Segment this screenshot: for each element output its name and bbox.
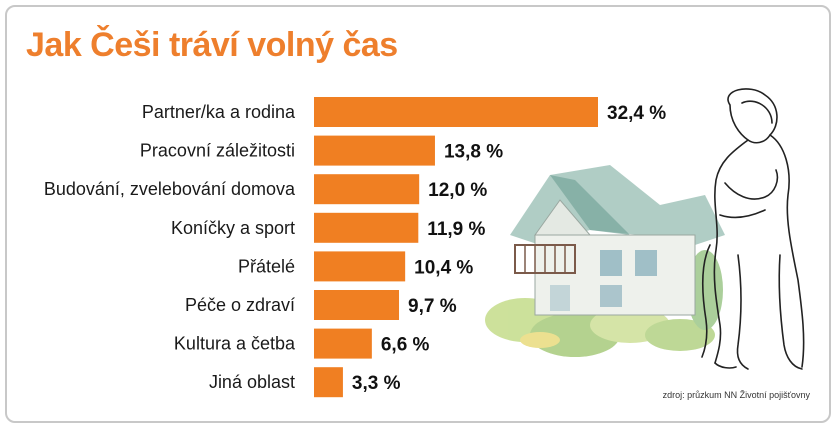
category-label: Partner/ka a rodina bbox=[142, 102, 296, 122]
house-couple-illustration bbox=[485, 88, 805, 370]
category-label: Přátelé bbox=[238, 256, 295, 276]
source-note: zdroj: průzkum NN Životní pojišťovny bbox=[662, 390, 810, 400]
value-label: 11,9 % bbox=[427, 219, 485, 240]
category-label: Budování, zvelebování domova bbox=[44, 179, 296, 199]
value-label: 32,4 % bbox=[607, 103, 666, 124]
bar bbox=[314, 174, 420, 205]
value-label: 3,3 % bbox=[352, 373, 401, 394]
value-label: 9,7 % bbox=[408, 296, 457, 317]
bar bbox=[314, 251, 406, 282]
bar bbox=[314, 212, 419, 243]
bar bbox=[314, 328, 372, 359]
value-label: 12,0 % bbox=[428, 180, 487, 201]
bar bbox=[314, 135, 435, 166]
category-label: Péče o zdraví bbox=[185, 295, 295, 315]
bar bbox=[314, 367, 343, 398]
bar bbox=[314, 290, 400, 320]
category-label: Pracovní záležitosti bbox=[140, 141, 295, 161]
category-label: Koníčky a sport bbox=[171, 218, 295, 238]
category-label: Jiná oblast bbox=[209, 372, 295, 392]
bar bbox=[314, 97, 598, 127]
value-label: 13,8 % bbox=[444, 142, 503, 163]
value-label: 6,6 % bbox=[381, 335, 430, 356]
chart-title: Jak Češi tráví volný čas bbox=[26, 26, 398, 64]
value-label: 10,4 % bbox=[414, 257, 473, 278]
category-label: Kultura a četba bbox=[174, 334, 296, 354]
